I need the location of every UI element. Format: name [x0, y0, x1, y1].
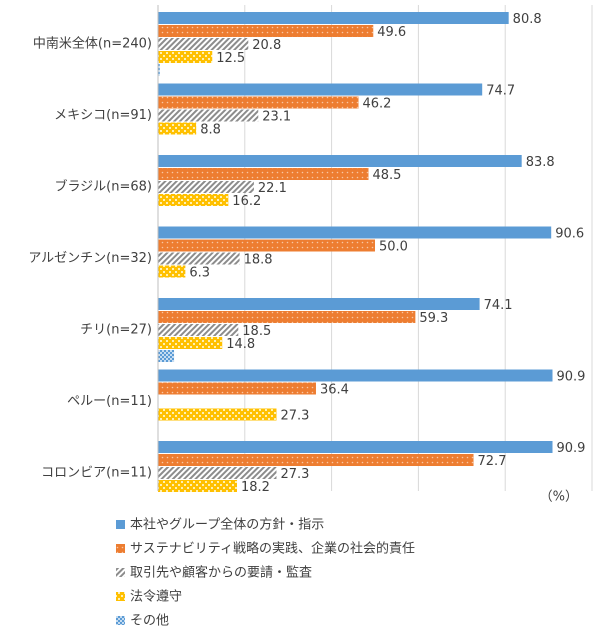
- plot-area: 中南米全体(n=240) 80.8 49.6 20.8 12.5 メキシコ(n=91) 74…: [28, 5, 593, 495]
- bar: [158, 194, 229, 206]
- bar: [158, 226, 552, 239]
- bar: [158, 122, 197, 135]
- bar: [158, 311, 416, 323]
- bar: [158, 467, 277, 479]
- data-label: 23.1: [262, 110, 291, 125]
- data-label: 18.8: [244, 253, 273, 268]
- bar: [158, 454, 474, 466]
- bar: [158, 96, 359, 109]
- bar: [158, 369, 553, 382]
- bar: [158, 298, 480, 310]
- data-label: 90.9: [557, 370, 586, 385]
- y-tick-label: 中南米全体(n=240): [33, 36, 152, 52]
- legend-marker: [116, 592, 125, 601]
- unit-label: （%）: [540, 490, 578, 505]
- data-label: 36.4: [320, 383, 349, 398]
- y-tick-label: メキシコ(n=91): [54, 108, 152, 123]
- legend-marker: [116, 520, 125, 529]
- bar: [158, 350, 175, 362]
- data-label: 20.8: [252, 38, 281, 53]
- bar: [158, 155, 522, 167]
- data-label: 14.8: [226, 337, 255, 352]
- data-label: 49.6: [377, 25, 406, 40]
- data-label: 83.8: [526, 155, 555, 170]
- data-label: 72.7: [478, 454, 507, 469]
- data-label: 18.2: [241, 480, 270, 495]
- bar: [158, 382, 316, 395]
- data-label: 18.5: [242, 324, 271, 339]
- legend-label: 本社やグループ全体の方針・指示: [130, 517, 324, 533]
- bar: [158, 324, 239, 336]
- legend-marker: [116, 544, 125, 553]
- data-label: 74.7: [486, 84, 515, 99]
- data-label: 27.3: [280, 467, 309, 482]
- bar: [158, 109, 259, 122]
- bar: [158, 337, 223, 349]
- data-label: 12.5: [216, 51, 245, 66]
- bar: [158, 83, 483, 96]
- bar: [158, 265, 186, 278]
- y-tick-label: ブラジル(n=68): [54, 179, 152, 195]
- legend-marker: [116, 616, 125, 625]
- bar: [158, 480, 237, 492]
- data-label: 46.2: [363, 97, 392, 112]
- y-tick-label: アルゼンチン(n=32): [28, 251, 152, 266]
- bar: [158, 168, 369, 180]
- data-label: 80.8: [513, 12, 542, 27]
- bar: [158, 239, 375, 252]
- data-label: 59.3: [419, 311, 448, 326]
- legend-label: 法令遵守: [130, 589, 182, 605]
- data-label: 27.3: [280, 409, 309, 424]
- bar: [158, 25, 374, 37]
- data-label: 22.1: [258, 181, 287, 196]
- bar: [158, 408, 277, 421]
- y-tick-label: ペルー(n=11): [67, 394, 152, 409]
- data-label: 48.5: [372, 168, 401, 183]
- data-label: 8.8: [200, 123, 221, 138]
- y-tick-label: コロンビア(n=11): [41, 466, 152, 481]
- bar: [158, 51, 213, 63]
- bar: [158, 12, 509, 24]
- legend-label: その他: [130, 614, 169, 629]
- bar: [158, 181, 254, 193]
- data-label: 6.3: [189, 266, 210, 281]
- bar: [158, 38, 249, 50]
- bar: [158, 441, 553, 453]
- data-label: 16.2: [232, 194, 261, 209]
- legend-marker: [116, 568, 125, 577]
- legend-label: 取引先や顧客からの要請・監査: [130, 565, 312, 581]
- data-label: 74.1: [484, 298, 513, 313]
- data-label: 50.0: [379, 240, 408, 255]
- y-tick-label: チリ(n=27): [80, 323, 152, 338]
- data-label: 90.9: [557, 441, 586, 456]
- bar: [158, 252, 240, 265]
- data-label: 90.6: [555, 227, 584, 242]
- bar: [158, 64, 160, 76]
- legend-label: サステナビリティ戦略の実践、企業の社会的責任: [130, 541, 415, 557]
